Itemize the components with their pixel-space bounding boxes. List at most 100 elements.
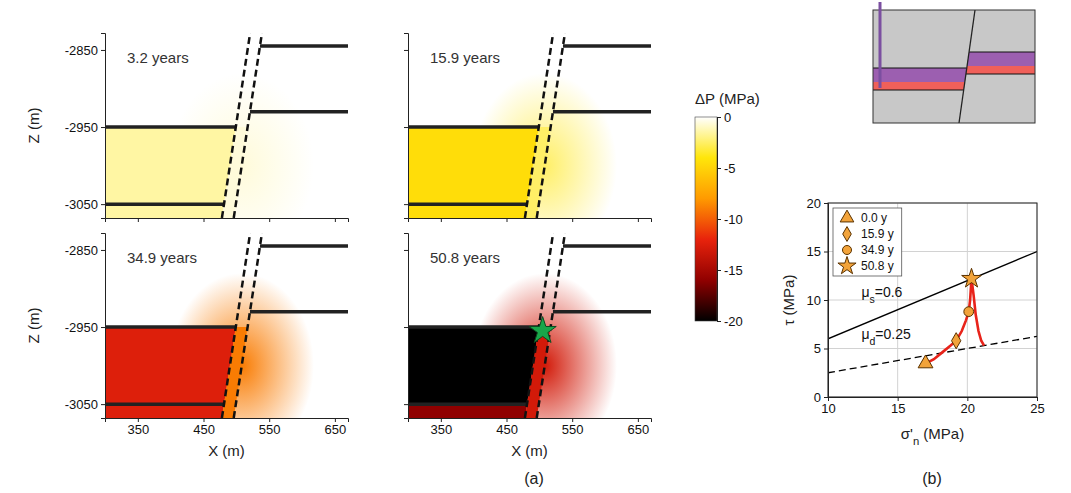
layer-line	[105, 125, 236, 129]
tick-mark	[138, 218, 139, 222]
tick: 10	[807, 293, 828, 308]
tick-mark	[101, 204, 105, 205]
inset-layer	[967, 52, 1035, 66]
tick-mark	[101, 404, 105, 405]
tick-label: 20	[961, 401, 975, 416]
tick-mark	[824, 397, 828, 398]
fault-line	[222, 33, 250, 218]
layer-line	[105, 202, 224, 206]
tick: 15	[891, 397, 905, 416]
legend-label: 0.0 y	[861, 211, 887, 225]
legend-marker	[840, 210, 854, 222]
cell-below	[408, 404, 527, 418]
tick	[507, 218, 508, 222]
tick-mark	[101, 327, 105, 328]
axis	[404, 234, 409, 419]
tick: 20	[807, 196, 828, 211]
inset-fault	[959, 10, 975, 123]
tick	[269, 218, 270, 222]
axis-title: τ (MPa)	[780, 275, 797, 326]
tick	[138, 218, 139, 222]
layer-line	[105, 402, 224, 406]
tick-label: -10	[724, 212, 743, 227]
tick: 450	[193, 418, 215, 437]
tick-label: 25	[1030, 401, 1044, 416]
tick: -15	[717, 263, 743, 278]
tick	[404, 404, 408, 405]
tick	[335, 218, 336, 222]
grid-line	[828, 300, 1037, 301]
tick-mark	[717, 117, 721, 118]
tick-label: -20	[724, 314, 743, 329]
tick: -20	[717, 314, 743, 329]
axis-line	[829, 398, 1038, 402]
tick	[441, 218, 442, 222]
tick-mark	[335, 218, 336, 222]
cell-below	[408, 204, 527, 218]
fault-line	[234, 233, 262, 418]
axis: 10 15 20 25	[821, 397, 1044, 416]
tick-label: 10	[821, 401, 835, 416]
tick: 350	[127, 418, 149, 437]
cell-reservoir	[408, 127, 539, 204]
layer-line	[408, 202, 527, 206]
colorbar: 0-5-10-15-20ΔP (MPa)	[695, 90, 760, 329]
tick-label: 550	[259, 422, 281, 437]
layer-line	[563, 244, 651, 248]
tick: -2950	[65, 120, 105, 135]
axis-line	[718, 118, 722, 322]
series-line	[926, 279, 985, 364]
panel-title: 50.8 years	[430, 249, 500, 266]
axis-line	[101, 34, 106, 219]
marker	[962, 268, 982, 287]
event-marker	[529, 317, 556, 343]
plot-background	[828, 203, 1037, 397]
inset-well	[879, 2, 882, 88]
tick: 15	[807, 244, 828, 259]
heatmap-panel: -3050-2950-28503.2 yearsZ (m)	[25, 33, 349, 258]
tick-mark	[717, 321, 721, 322]
tick: 350	[430, 418, 452, 437]
tick-mark	[638, 218, 639, 222]
legend-box	[833, 208, 902, 276]
tick-label: -5	[724, 161, 736, 176]
inset-frame	[873, 10, 1035, 123]
legend: 0.0 y15.9 y34.9 y50.8 y	[833, 208, 902, 276]
tick-label: 5	[814, 341, 821, 356]
tick-mark	[824, 349, 828, 350]
legend-label: 34.9 y	[861, 243, 894, 257]
series-line	[828, 336, 1037, 372]
tick-mark	[404, 204, 408, 205]
line-label: μs=0.6	[861, 284, 902, 305]
fault-line	[525, 233, 553, 418]
inset-layer	[966, 66, 1035, 74]
tick-mark	[101, 250, 105, 251]
legend-marker	[838, 256, 856, 273]
panel-title: 3.2 years	[127, 49, 189, 66]
inset-layer	[873, 82, 965, 90]
tick	[638, 218, 639, 222]
tick-mark	[717, 168, 721, 169]
tick: -2850	[65, 243, 105, 258]
tick-label: 450	[496, 422, 518, 437]
cell-below	[105, 204, 224, 218]
legend-marker	[843, 227, 852, 242]
axis-line	[404, 234, 409, 419]
tick-mark	[404, 327, 408, 328]
inset-boundary	[873, 89, 964, 90]
legend-label: 50.8 y	[861, 259, 894, 273]
plot-area	[408, 233, 651, 418]
cell-reservoir	[105, 127, 236, 204]
tick-label: 15	[891, 401, 905, 416]
tick-label: -15	[724, 263, 743, 278]
tick: 550	[259, 418, 281, 437]
tick-mark	[824, 252, 828, 253]
inset-boundary	[966, 73, 1035, 74]
marker	[952, 333, 961, 349]
tick: 450	[496, 418, 518, 437]
tick: 10	[821, 397, 835, 416]
tick: 20	[961, 397, 975, 416]
cell-reservoir	[105, 327, 236, 404]
tick-mark	[441, 218, 442, 222]
fault-line	[222, 233, 250, 418]
